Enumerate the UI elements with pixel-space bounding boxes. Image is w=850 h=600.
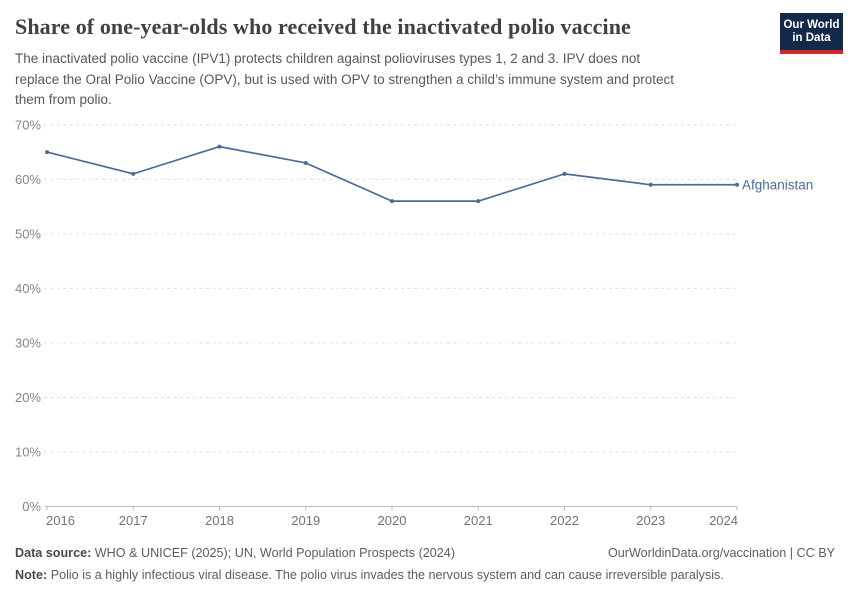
data-source-label: Data source: — [15, 546, 92, 560]
page-title: Share of one-year-olds who received the … — [15, 14, 631, 39]
x-tick-label: 2017 — [119, 513, 148, 528]
data-source-value: WHO & UNICEF (2025); UN, World Populatio… — [94, 546, 456, 560]
y-tick-label: 0% — [22, 499, 41, 514]
y-tick-label: 10% — [15, 444, 41, 459]
x-tick-label: 2022 — [550, 513, 579, 528]
x-tick-label: 2023 — [636, 513, 665, 528]
data-point — [735, 182, 739, 187]
chart-subtitle: The inactivated polio vaccine (IPV1) pro… — [15, 51, 675, 107]
footer-note-row: Note: Polio is a highly infectious viral… — [15, 568, 835, 583]
line-chart: 0% 10% 20% 30% 40% 50% 60% 70% 2016 2017 2018 2019 2… — [0, 100, 850, 540]
owid-logo[interactable]: Our World in Data — [780, 13, 843, 54]
x-tick-label: 2016 — [46, 513, 75, 528]
note-label: Note: — [15, 568, 48, 582]
y-tick-label: 20% — [15, 390, 41, 405]
owid-logo-line2: in Data — [792, 32, 831, 44]
data-point — [390, 199, 394, 204]
data-point — [303, 160, 308, 165]
owid-logo-line1: Our World — [783, 19, 840, 31]
license-link[interactable]: OurWorldinData.org/vaccination | CC BY — [607, 546, 835, 560]
y-tick-label: 50% — [15, 226, 41, 241]
line-chart-svg: 0% 10% 20% 30% 40% 50% 60% 70% 2016 2017 2018 2019 2… — [15, 117, 813, 528]
data-point — [131, 171, 136, 176]
data-point — [217, 144, 222, 149]
x-tick-label: 2020 — [378, 513, 407, 528]
data-point — [45, 150, 49, 155]
y-tick-label: 70% — [15, 117, 41, 132]
footer-sources-row: Data source: WHO & UNICEF (2025); UN, Wo… — [15, 546, 835, 561]
x-tick-label: 2018 — [205, 513, 234, 528]
series-line — [46, 145, 738, 202]
data-point — [648, 182, 653, 187]
entity-label: Afghanistan — [742, 177, 813, 192]
x-tick-label: 2024 — [709, 513, 738, 528]
data-point — [562, 171, 567, 176]
x-tick-label: 2019 — [291, 513, 320, 528]
data-source-text: Data source: WHO & UNICEF (2025); UN, Wo… — [15, 546, 455, 561]
y-tick-label: 40% — [15, 281, 41, 296]
y-tick-label: 60% — [15, 172, 41, 187]
x-tick-label: 2021 — [464, 513, 493, 528]
y-tick-label: 30% — [15, 335, 41, 350]
note-text: Polio is a highly infectious viral disea… — [50, 568, 724, 582]
data-point — [476, 199, 481, 204]
